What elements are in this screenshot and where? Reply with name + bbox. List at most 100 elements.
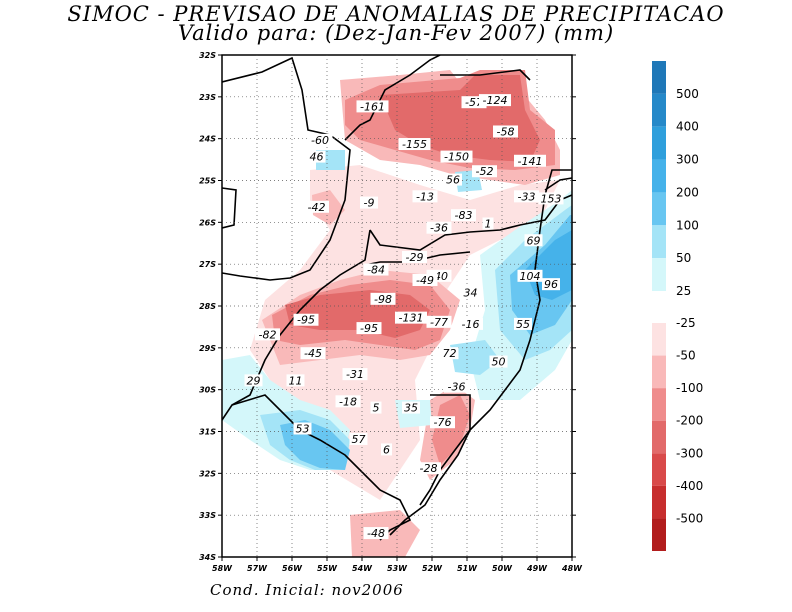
anomaly-value: -60 (311, 134, 329, 147)
legend-label: -500 (676, 511, 703, 525)
anomaly-value: -45 (304, 347, 322, 360)
lon-label: 53W (387, 564, 408, 573)
legend-swatch (652, 258, 666, 291)
anomaly-value: 6 (383, 443, 390, 456)
anomaly-value: 35 (404, 402, 418, 415)
legend-swatch (652, 61, 666, 94)
value-label-bg (293, 422, 312, 435)
lat-label: 32S (199, 469, 216, 478)
legend-swatch (652, 420, 666, 454)
latitude-labels: 32S 23S 24S 25S 26S 27S 28S 29S 30S 31S 32S 33S 34S (199, 51, 216, 562)
value-label-bg (461, 286, 480, 299)
coastline (389, 169, 572, 536)
anomaly-value: 96 (544, 278, 558, 291)
lon-label: 55W (317, 564, 338, 573)
legend-label: 50 (676, 251, 691, 265)
value-label-bg (542, 278, 560, 291)
value-label-bg (349, 432, 368, 445)
anomaly-value: -16 (462, 318, 480, 331)
value-label-bg (489, 355, 508, 368)
legend-swatch (652, 453, 666, 486)
value-label-bg (363, 263, 389, 276)
lon-label: 51W (457, 564, 478, 573)
value-label-bg (300, 347, 326, 360)
lon-label: 48W (561, 564, 583, 573)
value-label-bg (304, 200, 329, 213)
anomaly-value: -36 (430, 222, 448, 235)
anomaly-value: 46 (310, 151, 324, 164)
value-label-bg (430, 416, 455, 429)
legend-label: 25 (676, 284, 691, 298)
legend-swatch (652, 323, 666, 356)
value-label-bg (356, 100, 389, 113)
value-label-bg (244, 374, 263, 387)
state-border-pr-sc (369, 194, 572, 251)
legend-swatch (652, 485, 666, 519)
sp-border (440, 69, 531, 81)
anomaly-value: -28 (420, 462, 438, 475)
value-label-bg (426, 315, 452, 328)
legend-swatch (652, 159, 666, 193)
anomaly-value: -84 (367, 264, 385, 277)
legend-label: -300 (676, 446, 703, 460)
lon-label: 58W (212, 564, 233, 573)
value-label-bg (342, 368, 368, 381)
legend-swatch (652, 225, 666, 259)
anomaly-value: -49 (416, 274, 434, 287)
anomaly-value: 5 (373, 402, 380, 415)
legend-swatch (652, 192, 666, 226)
anomaly-value: 50 (492, 356, 506, 369)
anomaly-value: 104 (520, 270, 541, 283)
parana-river (344, 55, 441, 141)
anomaly-value: 69 (527, 234, 541, 247)
lagoa-dos-patos (419, 394, 471, 506)
lon-label: 49W (526, 564, 548, 573)
lon-label: 57W (247, 564, 268, 573)
anomaly-value: 1 (485, 218, 492, 231)
value-label-bg (416, 462, 441, 475)
anomaly-value: -131 (399, 312, 424, 325)
legend-label: -25 (676, 316, 696, 330)
anomaly-value: 29 (247, 374, 261, 387)
anomaly-value: -76 (434, 416, 452, 429)
value-label-bg (370, 292, 396, 305)
brazil-uruguay-border (231, 394, 412, 541)
legend-label: -50 (676, 349, 696, 363)
value-label-bg (286, 374, 305, 387)
legend-positive: 500 400 300 200 100 50 25 (652, 61, 699, 298)
paraguay-border (222, 56, 351, 281)
anomaly-value: 56 (446, 174, 460, 187)
value-label-bg (307, 133, 333, 146)
neg-south-strong (432, 395, 470, 465)
pos-center-light (450, 340, 500, 375)
anomaly-value: -57 (465, 96, 483, 109)
political-boundaries (222, 55, 572, 541)
lat-label: 23S (199, 93, 216, 102)
anomaly-value: -13 (416, 190, 434, 203)
lat-label: 28S (199, 302, 216, 311)
legend-swatch (652, 93, 666, 127)
anomaly-value: 55 (516, 318, 530, 331)
value-label-bg (524, 234, 543, 247)
value-label-bg (458, 317, 483, 330)
anomaly-value: 11 (289, 374, 303, 387)
value-label-bg (514, 190, 539, 203)
anomaly-value: -82 (259, 328, 277, 341)
anomaly-value: -161 (360, 100, 385, 113)
value-label-bg (444, 380, 469, 393)
anomaly-value: -95 (360, 322, 378, 335)
map-subtitle: Valido para: (Dez-Jan-Fev 2007) (mm) (177, 21, 615, 45)
legend-swatch (652, 355, 666, 389)
anomaly-value: -18 (339, 395, 357, 408)
anomaly-value: -31 (346, 368, 364, 381)
legend-label: 400 (676, 120, 699, 134)
anomaly-value: -155 (402, 138, 427, 151)
value-label-bg (514, 154, 546, 167)
value-label-bg (370, 401, 382, 414)
legend-label: 100 (676, 218, 699, 232)
anomaly-value: -29 (406, 251, 424, 264)
anomaly-value: -58 (497, 125, 515, 138)
value-label-bg (472, 165, 497, 178)
value-label-bg (514, 317, 532, 330)
lon-label: 56W (282, 564, 303, 573)
